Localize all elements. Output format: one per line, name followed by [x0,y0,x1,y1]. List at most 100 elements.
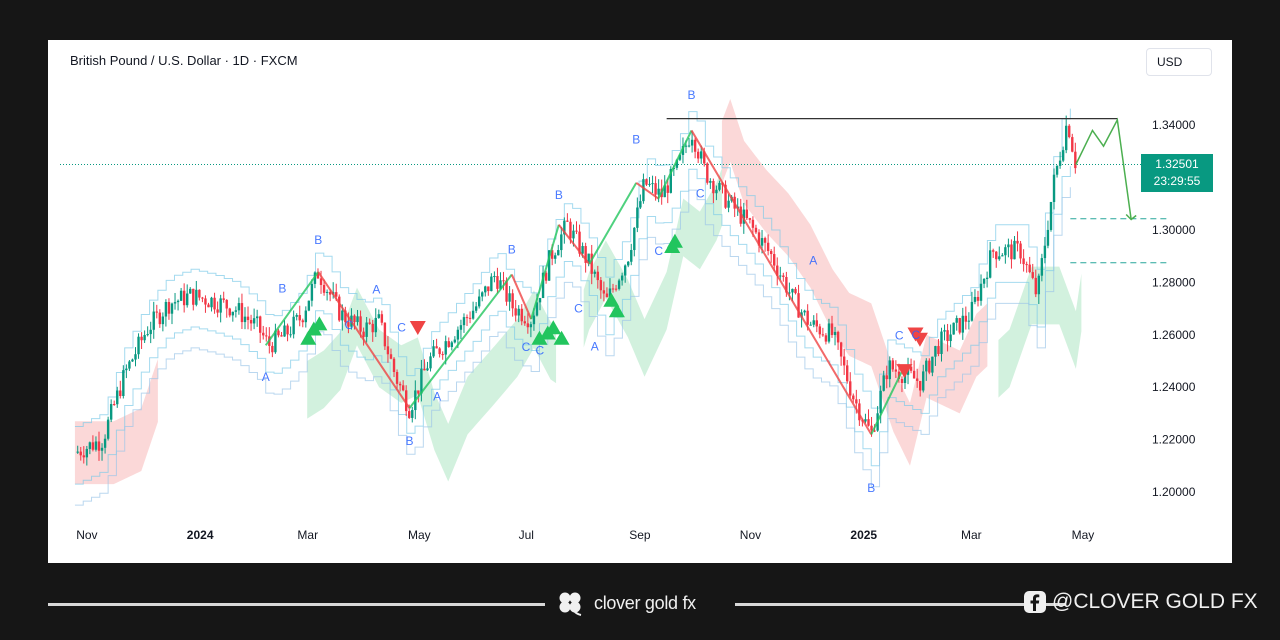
candle-body [794,288,797,294]
candle-body [946,330,949,342]
candle-body [347,322,350,327]
swing-line [588,182,638,265]
candle-body [763,238,767,243]
candle-body [456,329,460,340]
candle-body [538,298,542,303]
candle-body [447,341,450,347]
candle-body [806,310,809,325]
candle-body [465,317,469,319]
x-tick-label: May [408,528,431,542]
wave-label: C [397,321,406,335]
clover-icon [559,592,582,616]
candle-body [395,371,399,384]
candle-body [1031,272,1034,278]
candle-body [620,275,624,281]
candle-body [246,316,250,321]
candle-body [94,441,98,450]
candle-body [325,291,329,293]
candle-body [788,292,791,294]
candle-body [228,308,231,316]
candle-body [1034,277,1037,295]
candle-body [627,261,630,266]
candle-body [262,332,265,336]
wave-label: A [433,390,441,404]
candle-body [636,207,639,228]
sell-signal-icon [896,364,913,379]
candle-body [252,318,256,324]
candle-body [991,250,995,252]
social-handle: @CLOVER GOLD FX [1052,590,1258,613]
candle-body [481,292,484,297]
candle-body [85,448,89,458]
wave-label: C [696,187,705,201]
candle-body [316,272,320,279]
social-link[interactable]: @CLOVER GOLD FX [1024,588,1258,616]
candle-body [858,403,861,421]
candle-body [462,317,466,326]
price-chart[interactable]: 1.340001.320001.300001.280001.260001.240… [48,40,1232,563]
candle-body [450,342,454,347]
candle-body [283,325,286,337]
candle-body [231,311,235,316]
candle-body [137,336,140,355]
candle-body [684,145,688,147]
bar-countdown: 23:29:55 [1153,174,1201,188]
candle-body [666,185,669,193]
bullish-cloud [583,168,722,377]
candle-body [614,288,618,290]
candle-body [167,301,171,314]
candle-body [879,390,882,414]
candle-body [401,385,405,391]
swing-line [870,365,906,435]
candle-body [849,381,852,396]
candle-body [420,368,423,394]
chart-panel: 1.340001.320001.300001.280001.260001.240… [48,40,1232,563]
candle-body [958,318,961,333]
candle-body [998,256,1001,260]
candle-body [195,289,198,305]
swing-line [510,274,533,320]
wave-label: B [278,282,286,296]
candle-body [1043,245,1047,259]
channel-outer-lower-line [74,187,1071,506]
candle-body [1046,229,1050,246]
bullish-cloud [998,266,1082,398]
candle-body [532,315,536,325]
candle-body [386,346,390,355]
candle-body [602,290,606,294]
sell-signal-icon [409,320,426,335]
candle-body [985,277,989,279]
candle-body [499,280,502,289]
facebook-icon [1024,591,1046,613]
candle-body [335,292,338,297]
candle-body [943,330,946,332]
candle-body [274,330,277,353]
candle-body [842,356,846,366]
candle-body [882,375,885,391]
candle-body [773,254,776,266]
candle-body [1040,258,1044,276]
candle-body [648,183,651,185]
buy-signal-icon [603,292,620,307]
candle-body [1061,150,1065,161]
candle-body [1074,151,1077,169]
candle-body [100,447,104,451]
candle-body [955,318,958,323]
candle-body [791,288,794,293]
candle-body [952,322,955,335]
candle-body [633,227,636,251]
candle-body [474,306,478,311]
candle-body [623,265,627,276]
candle-body [143,335,146,341]
candle-body [234,310,238,312]
wave-label: C [574,301,583,315]
swing-line [558,224,591,265]
candle-body [541,272,545,299]
candle-body [693,139,697,152]
candle-body [210,297,213,308]
candle-body [128,361,131,369]
currency-selector-button[interactable]: USD [1146,48,1212,76]
candle-body [477,296,481,307]
candle-body [493,276,496,278]
candle-body [255,316,259,319]
